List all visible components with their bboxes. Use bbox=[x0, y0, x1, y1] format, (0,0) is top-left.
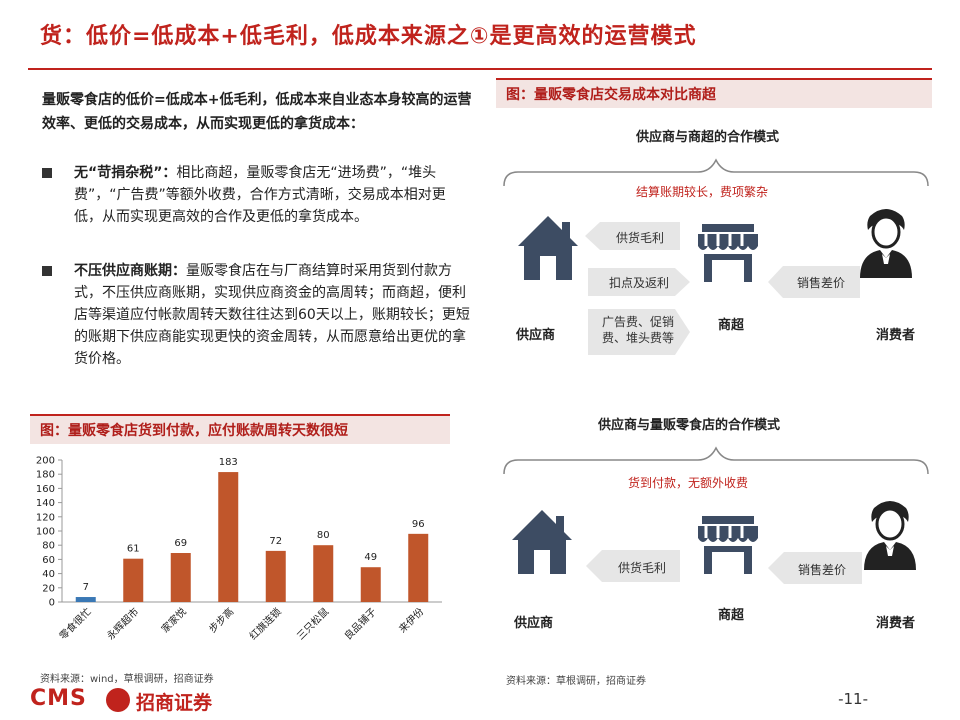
intro-paragraph: 量贩零食店的低价=低成本+低毛利，低成本来自业态本身较高的运营效率、更低的交易成… bbox=[42, 92, 472, 132]
bullet-head: 无“苛捐杂税”： bbox=[74, 165, 177, 181]
arrow-shape bbox=[588, 309, 690, 355]
data-label: 80 bbox=[317, 530, 330, 541]
retailer-store-icon bbox=[696, 222, 760, 284]
x-tick-label: 良品铺子 bbox=[341, 605, 378, 642]
retailer-label: 商超 bbox=[718, 608, 745, 623]
arrow-shape bbox=[586, 550, 680, 582]
diagram-bottom-head: 供应商与量贩零食店的合作模式 bbox=[598, 418, 781, 433]
data-label: 61 bbox=[127, 544, 140, 555]
x-tick-label: 永辉超市 bbox=[104, 605, 141, 642]
y-tick-label: 100 bbox=[36, 527, 55, 538]
bar bbox=[218, 472, 239, 602]
x-tick-label: 家家悦 bbox=[158, 605, 188, 635]
diagram-top-head: 供应商与商超的合作模式 bbox=[636, 130, 780, 145]
arrow-shape bbox=[585, 222, 680, 250]
bullet-item: 无“苛捐杂税”：相比商超，量贩零食店无“进场费”，“堆头费”，“广告费”等额外收… bbox=[42, 162, 472, 228]
page-number: -11- bbox=[838, 690, 868, 708]
data-label: 7 bbox=[83, 582, 89, 593]
x-tick-label: 三只松鼠 bbox=[294, 605, 331, 642]
consumer-arrow-label: 销售差价 bbox=[796, 276, 845, 290]
supplier-house-icon bbox=[518, 216, 578, 280]
retailer-store-icon bbox=[696, 514, 760, 576]
supplier-label: 供应商 bbox=[516, 328, 556, 343]
arrow-shape bbox=[768, 266, 860, 298]
bar bbox=[170, 553, 191, 602]
bullet-square-icon bbox=[42, 168, 52, 178]
logo-text: CMS bbox=[30, 686, 87, 711]
bar bbox=[360, 567, 381, 602]
bullet-square-icon bbox=[42, 266, 52, 276]
y-tick-label: 180 bbox=[36, 470, 55, 481]
y-tick-label: 80 bbox=[42, 541, 55, 552]
consumer-arrow-label: 销售差价 bbox=[797, 563, 846, 577]
x-tick-label: 来伊份 bbox=[397, 606, 427, 636]
y-tick-label: 120 bbox=[36, 512, 55, 523]
bullet-item: 不压供应商账期：量贩零食店在与厂商结算时采用货到付款方式，不压供应商账期，实现供… bbox=[42, 260, 472, 370]
arrow-label: 广告费、促销费、堆头费等 bbox=[601, 315, 674, 345]
consumer-label: 消费者 bbox=[876, 616, 916, 631]
source-right: 资料来源：草根调研，招商证券 bbox=[506, 676, 646, 687]
bar bbox=[313, 545, 334, 602]
title-divider bbox=[28, 68, 932, 70]
arrow-label: 扣点及返利 bbox=[608, 276, 669, 290]
chart-caption: 图：量贩零食店货到付款，应付账款周转天数很短 bbox=[30, 414, 450, 444]
source-left: 资料来源：wind，草根调研，招商证券 bbox=[40, 674, 214, 685]
data-label: 49 bbox=[364, 552, 377, 563]
x-tick-label: 步步高 bbox=[206, 605, 236, 635]
x-tick-label: 零食很忙 bbox=[56, 605, 93, 642]
consumer-person-icon bbox=[858, 207, 914, 280]
bar bbox=[408, 533, 429, 602]
bullet-body: 相比商超，量贩零食店无“进场费”，“堆头费”，“广告费”等额外收费，合作方式清晰… bbox=[74, 165, 446, 225]
page-title: 货：低价=低成本+低毛利，低成本来源之①是更高效的运营模式 bbox=[40, 24, 697, 49]
arrow-shape bbox=[588, 268, 690, 296]
bar bbox=[123, 558, 144, 602]
supplier-label: 供应商 bbox=[514, 616, 554, 631]
logo-cn: 招商证券 bbox=[136, 692, 213, 714]
y-tick-label: 160 bbox=[36, 484, 55, 495]
bullet-body: 量贩零食店在与厂商结算时采用货到付款方式，不压供应商账期，实现供应商资金的高周转… bbox=[74, 263, 470, 367]
diagram-bottom bbox=[503, 446, 929, 584]
diagram-bottom-note: 货到付款，无额外收费 bbox=[628, 476, 749, 490]
y-tick-label: 200 bbox=[36, 456, 55, 467]
data-label: 96 bbox=[412, 519, 425, 530]
y-tick-label: 40 bbox=[42, 569, 55, 580]
retailer-label: 商超 bbox=[718, 318, 745, 333]
consumer-person-icon bbox=[862, 499, 918, 572]
diagram-top bbox=[503, 158, 929, 355]
data-label: 72 bbox=[269, 536, 282, 547]
arrow-label: 供货毛利 bbox=[615, 231, 664, 245]
bullet-head: 不压供应商账期： bbox=[74, 263, 186, 279]
cost-diagram bbox=[503, 158, 929, 584]
right-caption: 图：量贩零食店交易成本对比商超 bbox=[496, 78, 932, 108]
y-tick-label: 60 bbox=[42, 555, 55, 566]
arrow-shape bbox=[768, 552, 862, 584]
data-label: 183 bbox=[219, 457, 238, 468]
y-tick-label: 0 bbox=[49, 598, 55, 609]
bar-chart: 0 20 40 60 80 100 120 140 160 180 200 7 零食很忙 61 永辉超市 69… bbox=[36, 456, 442, 642]
x-tick-label: 红旗连锁 bbox=[246, 605, 283, 642]
y-tick-label: 20 bbox=[42, 583, 55, 594]
data-label: 69 bbox=[174, 538, 187, 549]
logo-mark-icon bbox=[106, 688, 130, 712]
bar bbox=[75, 597, 96, 602]
arrow-label: 供货毛利 bbox=[617, 561, 666, 575]
bar bbox=[265, 550, 286, 602]
diagram-top-note: 结算账期较长，费项繁杂 bbox=[636, 185, 769, 199]
supplier-house-icon bbox=[512, 510, 572, 574]
y-tick-label: 140 bbox=[36, 498, 55, 509]
consumer-label: 消费者 bbox=[876, 328, 916, 343]
